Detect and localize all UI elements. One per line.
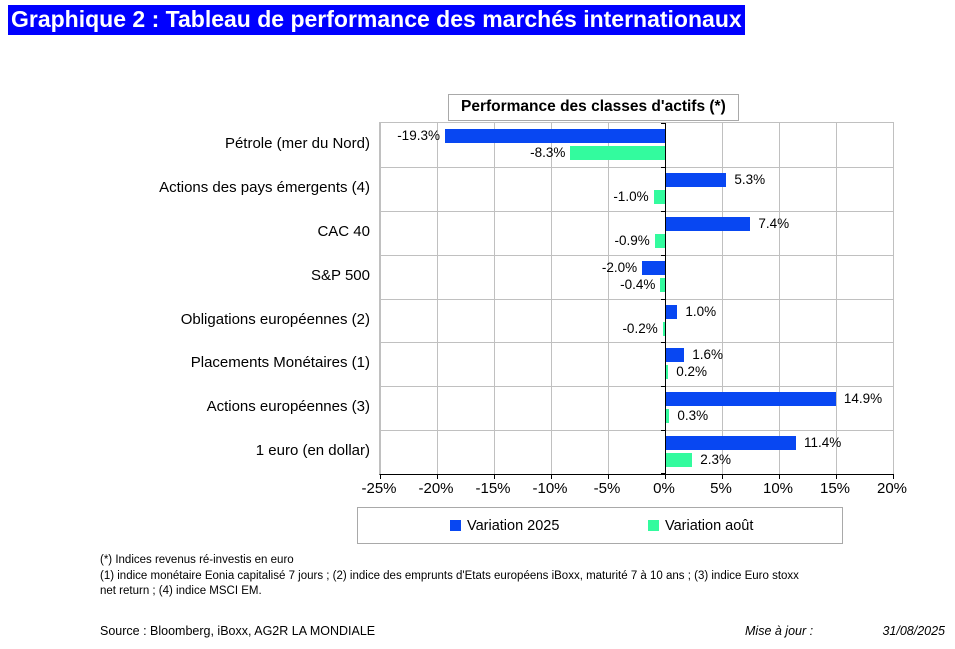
gridline-horizontal [380,430,893,432]
category-label: S&P 500 [311,266,370,284]
bar-value-label: -8.3% [530,145,566,160]
gridline-horizontal [380,386,893,388]
bar-variation-2025 [444,129,665,143]
zero-axis-tick [661,166,665,168]
zero-axis-line [665,123,666,474]
bar-value-label: 0.2% [676,364,708,380]
bar-variation-aout [660,277,665,292]
category-label: Placements Monétaires (1) [190,354,370,372]
gridline-horizontal [380,210,893,212]
x-axis-tick [779,474,780,479]
x-axis-tick-label: -25% [361,480,397,497]
x-axis-tick [893,474,894,479]
chart-title: Performance des classes d'actifs (*) [448,94,739,121]
bar-value-label: -0.2% [622,320,658,336]
bar-chart-plot-area: -19.3% 5.3% 7.4% -2.0% 1.0% 1.6% 14.9% 11.4% -8.… [379,122,894,479]
bar-value-label: 5.3% [734,171,766,187]
legend-entry-variation-aout: Variation août [648,508,753,543]
gridline-vertical [893,123,894,474]
bar-variation-2025 [666,392,836,407]
bar-variation-2025 [666,436,796,451]
zero-axis-tick [661,430,665,432]
category-label: Actions des pays émergents (4) [159,178,370,196]
bar-value-label: 2.3% [700,452,731,468]
bar-value-label: 7.4% [758,215,790,231]
bar-value-label: -2.0% [601,259,638,275]
bar-variation-aout [666,365,669,380]
bar-value-label: 11.4% [803,435,842,451]
zero-axis-tick [661,210,665,212]
bar-value-label: -1.0% [613,188,649,204]
bar-variation-2025 [666,348,685,363]
category-label: 1 euro (en dollar) [255,442,370,460]
gridline-horizontal [380,166,893,168]
x-axis-tick [551,474,552,479]
bar-variation-aout [570,146,665,160]
bar-variation-aout [666,453,693,468]
bar-variation-2025 [666,304,678,319]
x-axis-tick-label: -5% [593,480,621,497]
footnote-line: (1) indice monétaire Eonia capitalisé 7 … [100,569,799,582]
legend-label-2: Variation août [665,517,754,534]
bar-value-label: 0.3% [677,408,709,424]
source-text: Source : Bloomberg, iBoxx, AG2R LA MONDI… [100,624,376,638]
bar-value-label: -0.9% [614,232,650,248]
zero-axis-tick [661,342,665,344]
category-label: Pétrole (mer du Nord) [224,135,370,152]
legend-marker-1 [450,520,461,531]
x-axis-tick-label: 10% [762,480,794,497]
bar-variation-aout [654,233,665,248]
footnote-line: (*) Indices revenus ré-investis en euro [100,554,294,566]
chart-legend: Variation 2025 Variation août [357,507,843,544]
zero-axis-tick [661,254,665,256]
page-title: Graphique 2 : Tableau de performance des… [8,5,745,35]
bar-value-label: 14.9% [843,391,883,407]
zero-axis-tick [661,473,665,474]
gridline-horizontal [380,342,893,344]
x-axis-tick-label: -20% [418,480,454,497]
update-label: Mise à jour : [745,624,814,638]
category-label: CAC 40 [317,222,370,240]
footnote-line: net return ; (4) indice MSCI EM. [100,585,262,597]
x-axis-tick [437,474,438,479]
bar-variation-2025 [642,260,665,275]
bar-value-label: -19.3% [397,128,440,143]
x-axis-tick [665,474,666,479]
legend-label-1: Variation 2025 [467,517,560,534]
x-axis-tick-label: 0% [653,480,675,497]
x-axis-tick-label: 20% [876,480,908,497]
gridline-horizontal [380,298,893,300]
bar-variation-aout [662,321,665,336]
x-axis-tick [608,474,609,479]
legend-entry-variation-2025: Variation 2025 [450,508,559,543]
gridline-horizontal [380,254,893,256]
zero-axis-tick [661,298,665,300]
chart-footnotes: (*) Indices revenus ré-investis en euro … [100,553,910,600]
category-label: Obligations européennes (2) [180,310,370,328]
x-axis-tick-label: -15% [475,480,511,497]
x-axis-tick [836,474,837,479]
zero-axis-tick [661,386,665,388]
bar-variation-aout [666,409,670,424]
bar-value-label: 1.6% [692,347,724,363]
legend-marker-2 [648,520,659,531]
category-label: Actions européennes (3) [206,398,370,416]
bar-value-label: -0.4% [620,276,656,292]
x-axis-tick-label: 15% [819,480,851,497]
x-axis-tick-label: 5% [710,480,732,497]
bar-variation-2025 [666,216,751,231]
update-date: 31/08/2025 [882,624,945,638]
zero-axis-tick [661,123,665,124]
bar-value-label: 1.0% [685,303,717,319]
x-axis-tick [494,474,495,479]
x-axis-tick [380,474,381,479]
x-axis-tick-label: -10% [532,480,568,497]
x-axis-tick [722,474,723,479]
bar-variation-2025 [666,172,727,187]
source-row: Source : Bloomberg, iBoxx, AG2R LA MONDI… [100,622,945,642]
bar-variation-aout [653,189,665,204]
